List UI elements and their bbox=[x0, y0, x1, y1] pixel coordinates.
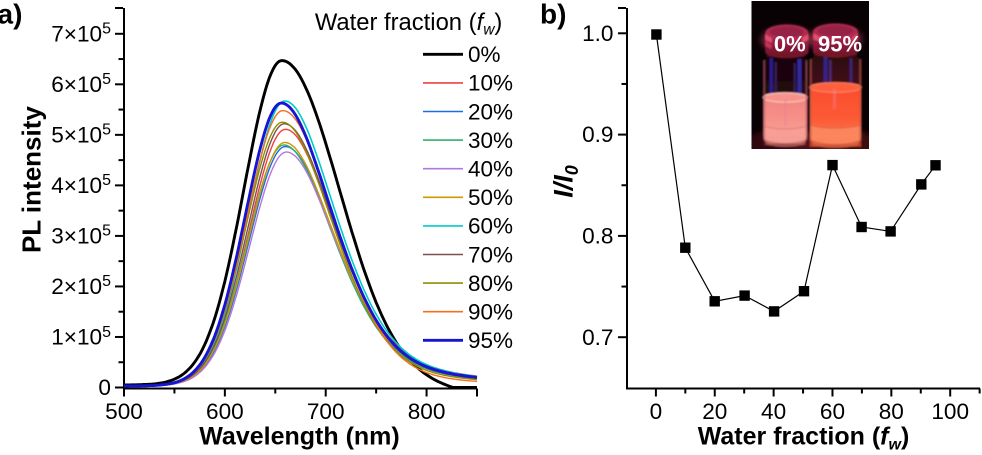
svg-text:Wavelength (nm): Wavelength (nm) bbox=[199, 423, 399, 451]
svg-text:1×105: 1×105 bbox=[51, 324, 111, 350]
svg-text:70%: 70% bbox=[468, 242, 513, 267]
svg-text:PL intensity: PL intensity bbox=[16, 106, 46, 253]
svg-text:90%: 90% bbox=[468, 300, 513, 325]
svg-text:1.0: 1.0 bbox=[582, 21, 613, 46]
svg-text:0: 0 bbox=[98, 375, 111, 400]
svg-text:30%: 30% bbox=[468, 128, 513, 153]
svg-text:800: 800 bbox=[408, 399, 446, 424]
svg-text:60: 60 bbox=[820, 399, 845, 424]
svg-text:50%: 50% bbox=[468, 185, 513, 210]
svg-text:I/I0: I/I0 bbox=[549, 165, 583, 198]
svg-text:Water fraction (fw): Water fraction (fw) bbox=[315, 9, 503, 39]
svg-text:0%: 0% bbox=[774, 32, 806, 57]
svg-text:100: 100 bbox=[931, 399, 969, 424]
svg-text:7×105: 7×105 bbox=[51, 21, 111, 47]
svg-text:20%: 20% bbox=[468, 99, 513, 124]
svg-text:Water fraction (fw): Water fraction (fw) bbox=[698, 423, 910, 454]
svg-text:3×105: 3×105 bbox=[51, 223, 111, 249]
svg-text:5×105: 5×105 bbox=[51, 122, 111, 148]
svg-text:b): b) bbox=[540, 0, 566, 30]
svg-text:0.9: 0.9 bbox=[582, 122, 613, 147]
svg-text:4×105: 4×105 bbox=[51, 172, 111, 198]
svg-text:0.7: 0.7 bbox=[582, 325, 613, 350]
svg-text:600: 600 bbox=[206, 399, 244, 424]
svg-text:95%: 95% bbox=[468, 328, 513, 353]
svg-text:40%: 40% bbox=[468, 157, 513, 182]
svg-text:60%: 60% bbox=[468, 214, 513, 239]
svg-text:0: 0 bbox=[650, 399, 663, 424]
svg-text:10%: 10% bbox=[468, 71, 513, 96]
svg-text:a): a) bbox=[0, 0, 22, 30]
svg-text:95%: 95% bbox=[818, 32, 862, 57]
svg-text:2×105: 2×105 bbox=[51, 273, 111, 299]
svg-text:700: 700 bbox=[307, 399, 345, 424]
svg-text:20: 20 bbox=[702, 399, 727, 424]
svg-text:6×105: 6×105 bbox=[51, 71, 111, 97]
svg-text:500: 500 bbox=[105, 399, 143, 424]
svg-text:40: 40 bbox=[761, 399, 786, 424]
svg-text:80: 80 bbox=[879, 399, 904, 424]
svg-text:80%: 80% bbox=[468, 271, 513, 296]
svg-text:0.8: 0.8 bbox=[582, 224, 613, 249]
svg-text:0%: 0% bbox=[468, 42, 501, 67]
